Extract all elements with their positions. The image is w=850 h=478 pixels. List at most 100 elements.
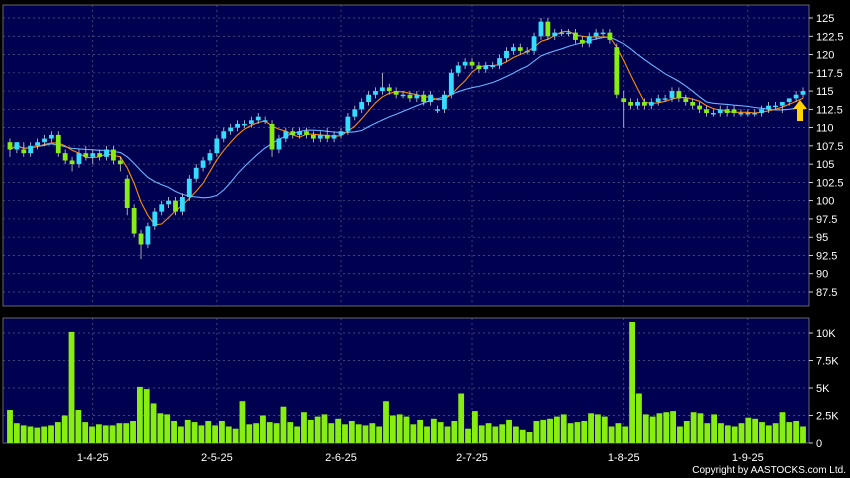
candle-body — [138, 233, 144, 245]
candle-body — [42, 138, 47, 143]
volume-bar — [697, 413, 704, 443]
volume-bar — [677, 426, 683, 443]
candle-body — [504, 50, 509, 59]
candle — [738, 109, 744, 117]
candle-body — [566, 32, 571, 35]
volume-bar — [430, 418, 437, 443]
candle-body — [90, 153, 96, 157]
volume-bar — [608, 426, 615, 443]
candle-body — [124, 178, 130, 208]
volume-bar — [526, 432, 533, 443]
candle — [524, 47, 530, 55]
candle — [476, 61, 482, 73]
candle-body — [517, 47, 523, 51]
candle-body — [152, 211, 158, 227]
candle-body — [393, 91, 399, 95]
candle-body — [283, 131, 289, 139]
volume-bar — [13, 423, 20, 443]
candle-body — [773, 105, 778, 108]
candle-body — [662, 98, 668, 100]
candle-body — [545, 21, 551, 37]
volume-axis: 10K 7.5K 5K 2.5K 0 — [809, 328, 839, 450]
volume-bar — [718, 423, 724, 443]
price-tick-label: 97.5 — [816, 214, 837, 226]
candle — [793, 91, 799, 103]
volume-bar — [260, 415, 266, 443]
candle — [752, 109, 758, 117]
candle-body — [379, 87, 385, 92]
volume-bar — [711, 414, 718, 443]
candle-body — [607, 32, 613, 40]
candle-body — [193, 167, 199, 179]
candle — [186, 175, 192, 201]
candle-body — [373, 91, 378, 95]
candle — [324, 127, 330, 143]
volume-bar — [102, 425, 109, 443]
volume-bar — [485, 423, 492, 443]
volume-bar — [376, 426, 383, 443]
candle — [21, 142, 27, 157]
candle — [111, 145, 116, 165]
candle — [566, 28, 571, 37]
candle — [359, 98, 365, 113]
price-tick-label: 125 — [816, 13, 834, 25]
volume-tick-label: 10K — [816, 328, 836, 340]
candle-body — [290, 131, 296, 135]
candle-body — [221, 131, 227, 139]
volume-tick-label: 2.5K — [816, 411, 839, 423]
candle — [635, 98, 640, 110]
volume-bar — [704, 423, 711, 443]
price-tick-label: 120 — [816, 50, 834, 62]
price-tick-label: 87.5 — [816, 287, 837, 299]
candle-body — [331, 134, 337, 139]
volume-series — [7, 322, 806, 443]
candle-body — [669, 91, 675, 99]
candle — [235, 120, 240, 132]
volume-bar — [396, 414, 403, 443]
candle-body — [497, 58, 503, 66]
volume-bar — [82, 422, 89, 443]
copyright-text: Copyright by AASTOCKS.com Ltd. — [692, 465, 846, 476]
volume-bar — [553, 416, 560, 443]
candle — [621, 91, 627, 128]
volume-bar — [663, 412, 670, 443]
candle-body — [559, 32, 565, 35]
candle-body — [317, 134, 323, 139]
candle — [704, 105, 709, 117]
candle-body — [697, 105, 702, 110]
candle-body — [297, 131, 303, 135]
candle-body — [207, 153, 213, 161]
candle-body — [117, 160, 123, 165]
candle — [448, 69, 454, 99]
candle — [242, 120, 247, 128]
candle — [373, 87, 378, 99]
candle-body — [248, 120, 254, 124]
candle — [345, 112, 351, 135]
volume-bar — [273, 423, 280, 443]
candle-body — [345, 116, 351, 132]
candle-body — [766, 105, 771, 110]
volume-bar — [636, 393, 642, 443]
candle-body — [579, 39, 585, 44]
candle — [104, 145, 109, 161]
candlestick-series — [7, 18, 806, 260]
candle-body — [421, 94, 427, 103]
candle-body — [573, 32, 578, 40]
candle-body — [752, 112, 758, 115]
candle — [414, 91, 420, 103]
volume-bar — [731, 426, 738, 443]
date-tick-label: 1-8-25 — [608, 452, 640, 464]
candle-body — [593, 32, 599, 37]
volume-bar — [20, 425, 27, 443]
volume-bar — [198, 425, 205, 443]
candle — [607, 28, 613, 44]
candle — [442, 91, 447, 113]
volume-bar — [567, 423, 574, 443]
candle — [200, 156, 206, 172]
candle — [366, 91, 371, 106]
date-tick-label: 2-6-25 — [325, 452, 357, 464]
candle — [655, 94, 661, 106]
candle — [214, 134, 220, 157]
price-tick-label: 110 — [816, 123, 834, 135]
candle — [248, 116, 254, 128]
